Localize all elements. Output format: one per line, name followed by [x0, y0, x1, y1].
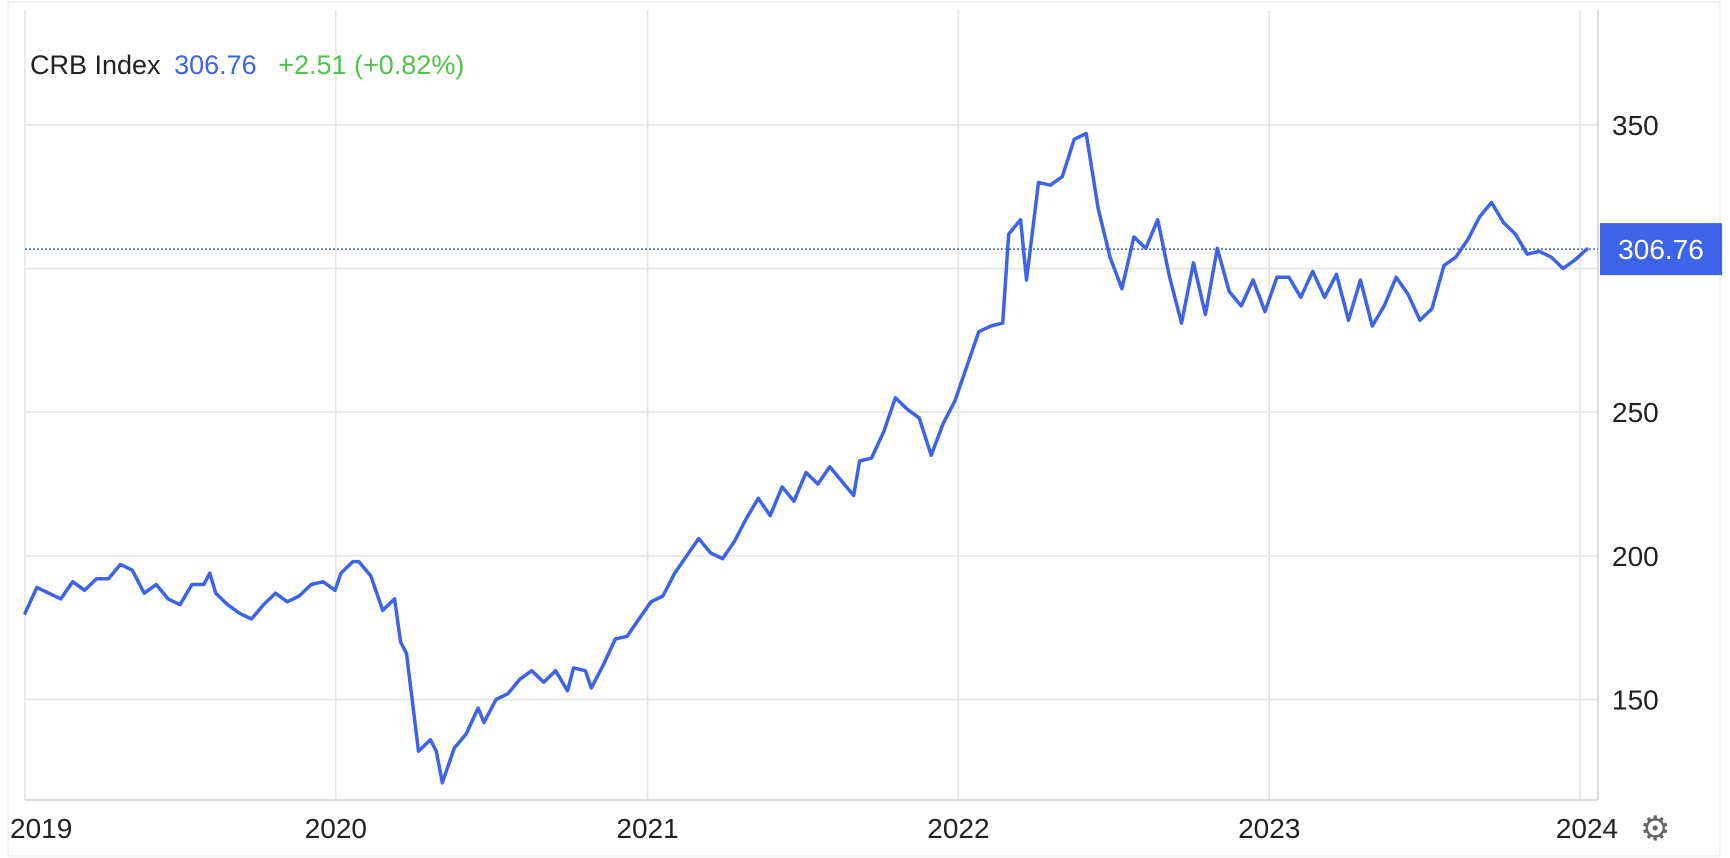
- y-tick-label: 200: [1612, 541, 1659, 572]
- legend-last-value: 306.76: [174, 50, 257, 80]
- x-tick-label: 2021: [616, 813, 678, 844]
- x-tick-label: 2019: [10, 813, 72, 844]
- y-tick-label: 150: [1612, 684, 1659, 715]
- last-value-badge-label: 306.76: [1618, 234, 1704, 265]
- legend-series-name: CRB Index: [30, 50, 161, 80]
- x-tick-label: 2022: [927, 813, 989, 844]
- chart-frame: [7, 1, 1721, 857]
- last-value-badge: [1600, 223, 1722, 276]
- series-line: [23, 131, 1589, 785]
- legend-change: +2.51 (+0.82%): [278, 50, 465, 80]
- x-tick-label: 2020: [305, 813, 367, 844]
- x-tick-label: 2024: [1556, 813, 1618, 844]
- chart-legend: CRB Index 306.76 +2.51 (+0.82%): [30, 50, 464, 81]
- y-tick-label: 250: [1612, 397, 1659, 428]
- x-tick-label: 2023: [1238, 813, 1300, 844]
- gear-icon[interactable]: ⚙: [1640, 809, 1671, 849]
- y-tick-label: 350: [1612, 110, 1659, 141]
